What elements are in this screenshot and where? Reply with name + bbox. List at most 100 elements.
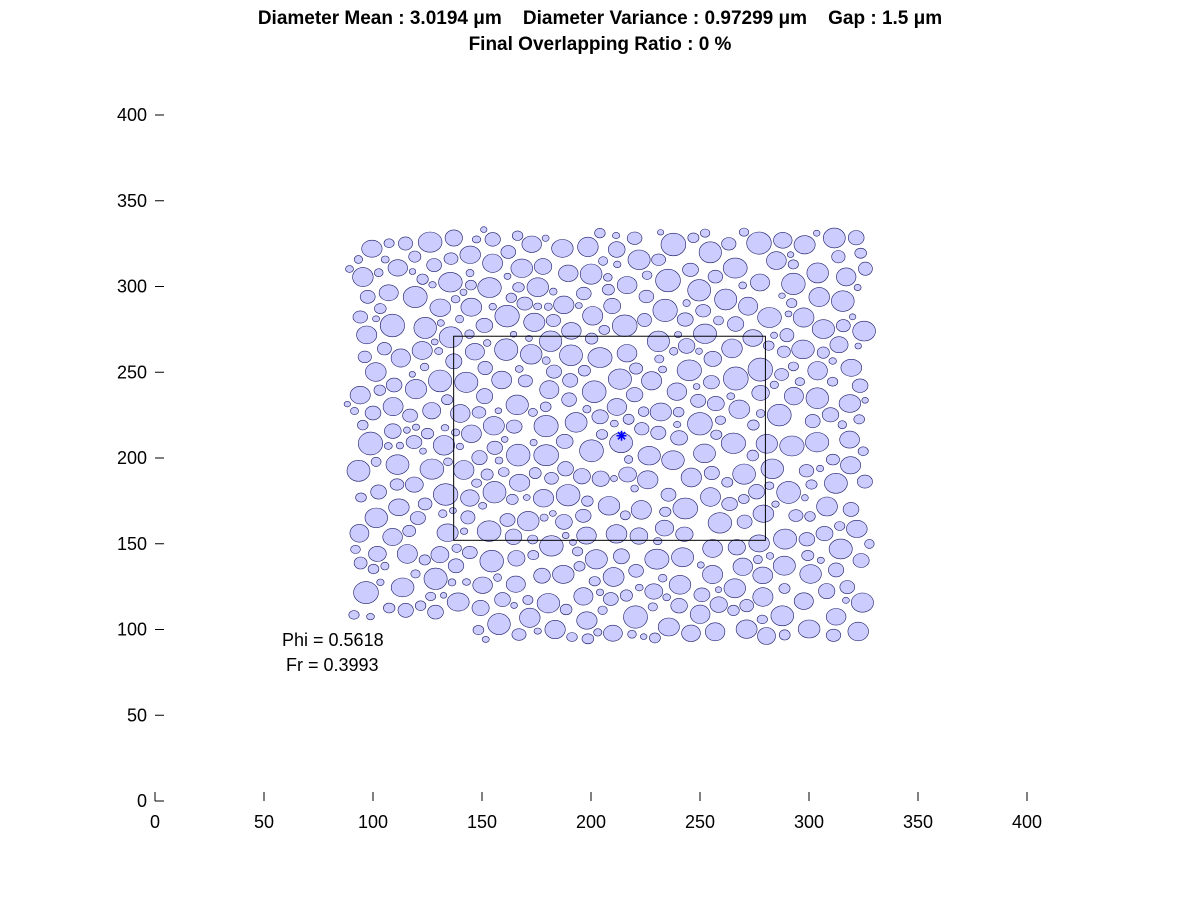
particle xyxy=(577,236,599,257)
particle xyxy=(572,546,584,557)
particle xyxy=(827,376,839,387)
particle xyxy=(541,356,551,365)
particle xyxy=(555,484,581,507)
particle xyxy=(455,442,464,451)
particle xyxy=(383,442,393,450)
particle xyxy=(670,430,688,446)
particle xyxy=(722,257,748,279)
particle xyxy=(423,567,448,590)
particle xyxy=(682,262,699,277)
particle xyxy=(689,604,711,624)
particle xyxy=(721,497,738,511)
particle xyxy=(793,592,814,610)
particle xyxy=(395,441,404,450)
particle xyxy=(512,282,525,293)
particle xyxy=(650,425,667,440)
particle xyxy=(384,423,402,439)
particle xyxy=(419,458,445,480)
particle xyxy=(773,528,798,550)
particle xyxy=(430,338,439,346)
particle xyxy=(603,624,623,642)
particle xyxy=(773,232,793,249)
particle xyxy=(429,298,451,317)
particle xyxy=(654,354,665,364)
particle xyxy=(372,315,380,323)
particle xyxy=(660,232,687,257)
particle xyxy=(415,600,427,611)
particle xyxy=(370,484,387,500)
particle xyxy=(353,581,379,604)
particle xyxy=(346,459,371,482)
particle xyxy=(486,440,503,455)
particle xyxy=(805,432,830,453)
particle xyxy=(459,245,481,264)
particle xyxy=(450,295,461,304)
particle xyxy=(476,520,502,542)
particle xyxy=(723,366,749,391)
particle xyxy=(687,232,700,244)
particle xyxy=(727,604,740,616)
particle xyxy=(352,310,368,324)
particle xyxy=(504,528,523,545)
particle xyxy=(757,307,782,328)
particle xyxy=(704,622,726,642)
particle xyxy=(735,619,758,639)
inner-box xyxy=(453,335,766,541)
particle xyxy=(659,506,672,517)
particle xyxy=(647,602,658,612)
particle xyxy=(382,528,403,546)
particle xyxy=(630,500,652,520)
particle xyxy=(594,228,606,239)
particle xyxy=(644,583,664,600)
particle xyxy=(738,494,750,504)
particle xyxy=(539,535,564,557)
particle xyxy=(774,368,789,381)
particle xyxy=(374,303,387,314)
particle xyxy=(559,603,573,616)
particle xyxy=(357,350,372,364)
particle xyxy=(471,478,482,488)
particle xyxy=(443,457,453,466)
particle xyxy=(699,228,711,238)
particle xyxy=(738,227,750,237)
particle xyxy=(693,323,717,344)
particle xyxy=(610,475,618,482)
particle xyxy=(826,453,840,466)
particle xyxy=(460,510,476,525)
particle xyxy=(837,420,847,430)
particle xyxy=(674,331,683,338)
particle xyxy=(618,466,637,483)
particle xyxy=(546,364,562,379)
particle xyxy=(831,290,855,312)
particle xyxy=(575,508,592,523)
particle xyxy=(658,365,667,374)
particle xyxy=(383,238,395,248)
particle xyxy=(700,487,721,507)
particle xyxy=(752,504,775,523)
particle xyxy=(447,578,457,587)
particle xyxy=(794,377,806,387)
particle xyxy=(695,304,712,318)
particle xyxy=(847,621,869,642)
particle xyxy=(471,599,490,616)
particle xyxy=(366,613,375,621)
particle xyxy=(510,331,518,338)
particle xyxy=(450,404,471,423)
particle xyxy=(657,229,665,236)
particle xyxy=(588,576,601,587)
particle xyxy=(398,236,413,251)
particle xyxy=(510,602,518,609)
particle xyxy=(597,605,608,615)
particle xyxy=(521,235,542,253)
particle xyxy=(483,339,492,347)
particle xyxy=(440,592,448,599)
particle xyxy=(627,629,637,639)
particle xyxy=(778,583,791,594)
y-tick-label: 250 xyxy=(117,362,147,382)
particle xyxy=(649,402,672,422)
particle xyxy=(471,450,488,465)
particle xyxy=(539,380,560,400)
particle xyxy=(676,359,702,381)
particle xyxy=(846,520,868,538)
particle xyxy=(839,580,855,594)
